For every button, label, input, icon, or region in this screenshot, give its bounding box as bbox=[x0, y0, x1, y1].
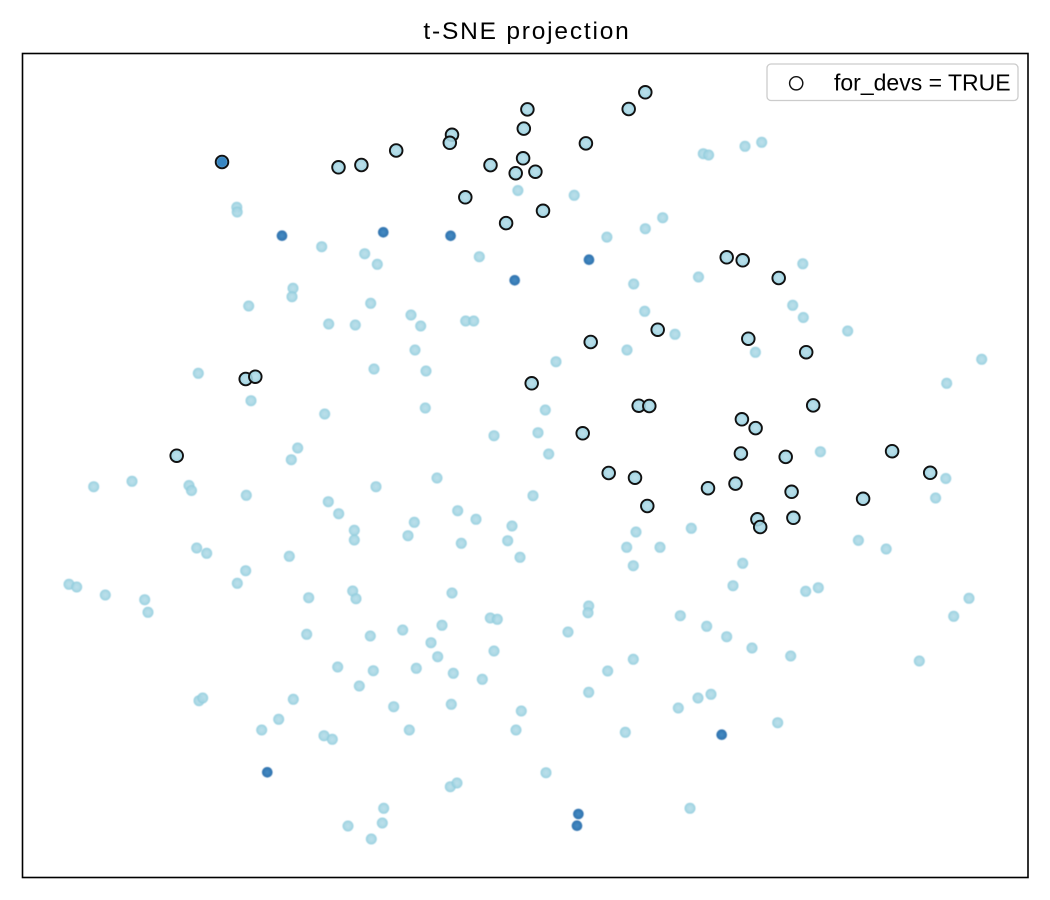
svg-text:t-SNE projection: t-SNE projection bbox=[423, 18, 630, 45]
svg-text:for_devs = TRUE: for_devs = TRUE bbox=[834, 69, 1011, 95]
